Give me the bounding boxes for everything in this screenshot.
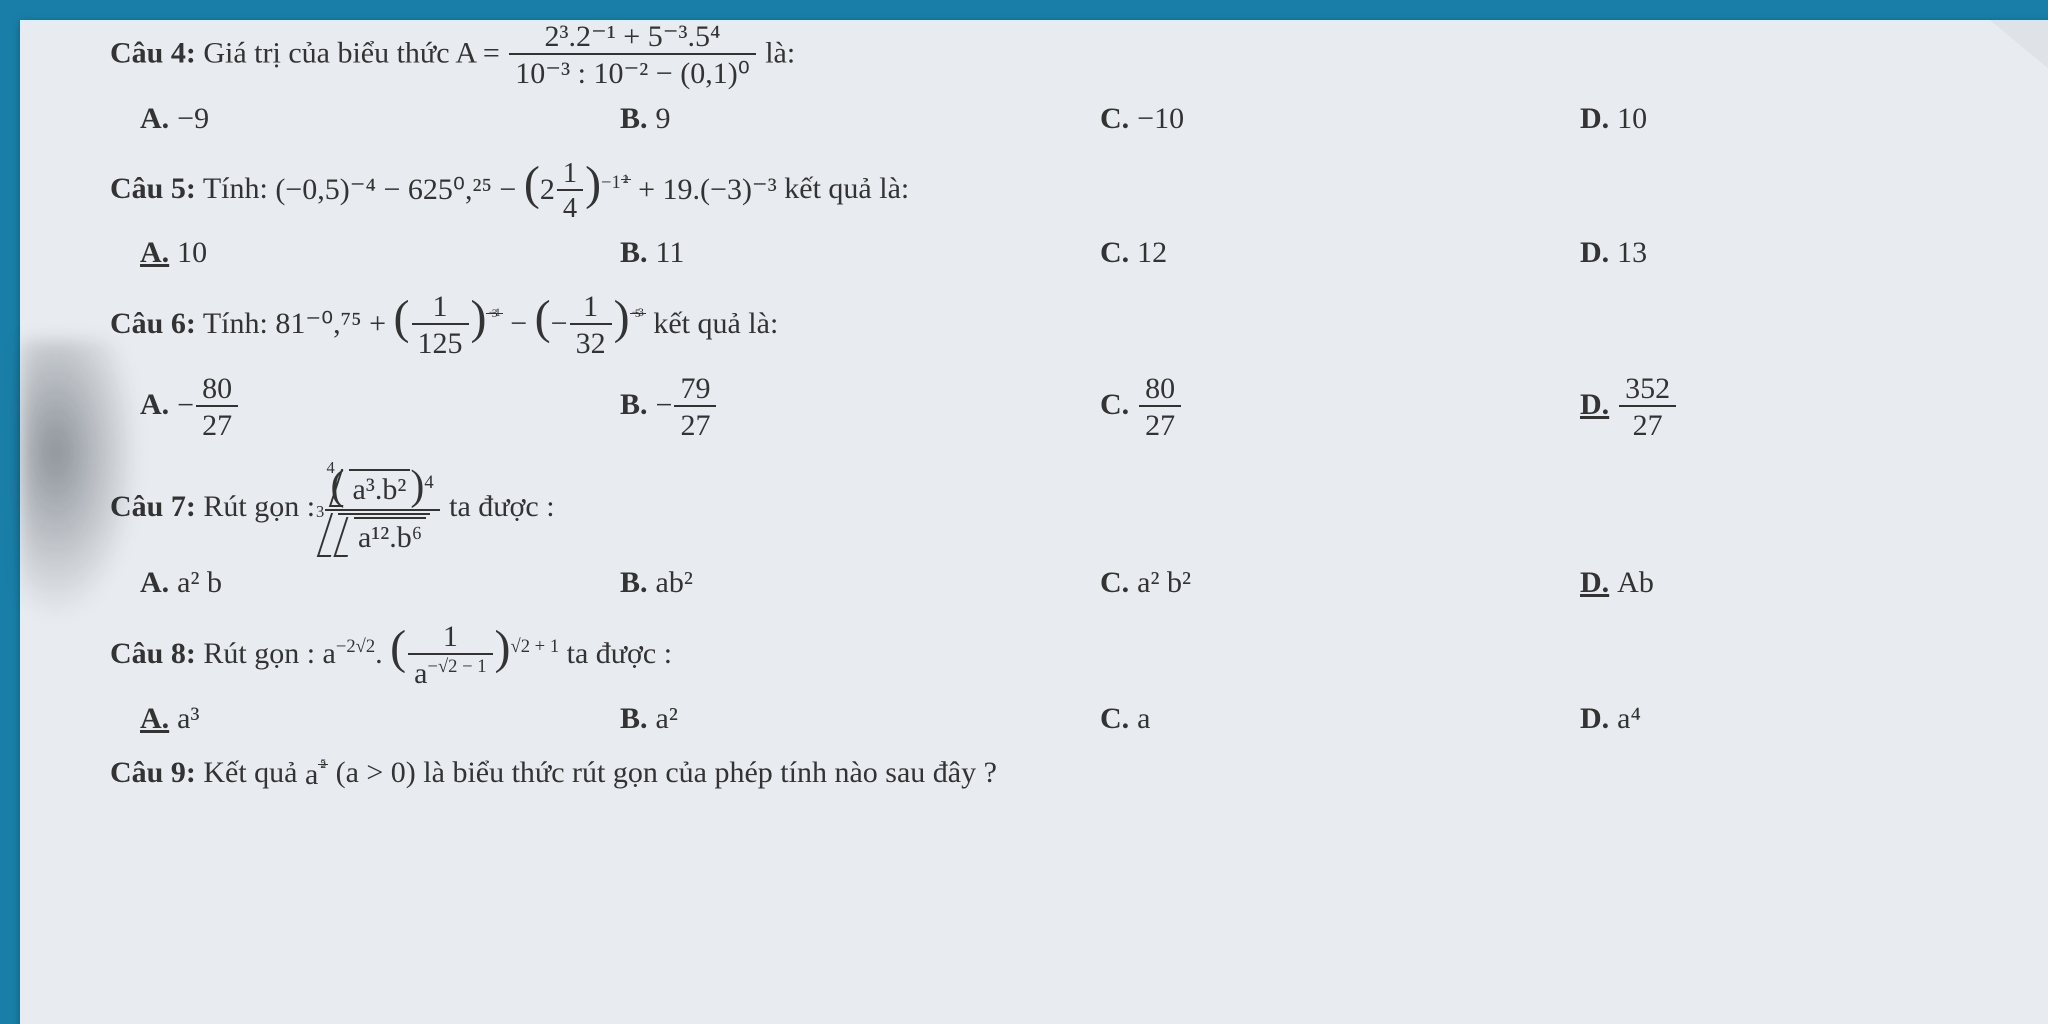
question-8: Câu 8: Rút gọn : a−2√2. ( 1 a−√2 − 1 )√2… — [110, 620, 2048, 736]
q8-ans-b: B.a² — [620, 702, 780, 736]
q5-expr: (−0,5)⁻⁴ − 625⁰,²⁵ − (2 1 4 )−112 + 19.(… — [275, 156, 776, 226]
q4-ans-c: C.−10 — [1100, 102, 1260, 136]
q7-expr: (4a³.b²)4 3a¹².b⁶ — [323, 463, 442, 556]
q7-ans-d: D.Ab — [1580, 566, 1740, 600]
q9-prompt: Câu 9: Kết quả a52 (a > 0) là biểu thức … — [110, 756, 2048, 792]
exam-page: Câu 4: Giá trị của biểu thức A = 2³.2⁻¹ … — [20, 20, 2048, 1024]
q8-stem-tail: ta được : — [567, 637, 672, 670]
q6-prompt: Câu 6: Tính: 81⁻⁰,⁷⁵ + ( 1 125 )−13 − (−… — [110, 290, 2048, 362]
q5-ans-d: D.13 — [1580, 236, 1740, 270]
q4-ans-d: D.10 — [1580, 102, 1740, 136]
q5-ans-c: C.12 — [1100, 236, 1260, 270]
q4-prompt: Câu 4: Giá trị của biểu thức A = 2³.2⁻¹ … — [110, 20, 2048, 92]
q4-numerator: 2³.2⁻¹ + 5⁻³.5⁴ — [509, 20, 755, 55]
q7-stem-head: Rút gọn : — [203, 490, 315, 523]
q8-prompt: Câu 8: Rút gọn : a−2√2. ( 1 a−√2 − 1 )√2… — [110, 620, 2048, 692]
q4-ans-a: A.−9 — [140, 102, 300, 136]
q9-stem-head: Kết quả — [203, 756, 297, 789]
question-4: Câu 4: Giá trị của biểu thức A = 2³.2⁻¹ … — [110, 20, 2048, 136]
q9-stem-tail: là biểu thức rút gọn của phép tính nào s… — [423, 756, 997, 789]
q8-ans-d: D.a⁴ — [1580, 702, 1740, 736]
q7-ans-c: C.a² b² — [1100, 566, 1260, 600]
q8-ans-c: C.a — [1100, 702, 1260, 736]
q7-ans-b: B.ab² — [620, 566, 780, 600]
q7-prompt: Câu 7: Rút gọn : (4a³.b²)4 3a¹².b⁶ ta đư… — [110, 463, 2048, 556]
q7-answers: A.a² b B.ab² C.a² b² D.Ab — [140, 566, 2048, 600]
q7-label: Câu 7: — [110, 490, 196, 523]
q5-stem-head: Tính: — [203, 171, 268, 204]
q7-ans-a: A.a² b — [140, 566, 300, 600]
q6-ans-d: D.35227 — [1580, 372, 1740, 444]
q8-ans-a: A.a³ — [140, 702, 300, 736]
q4-label: Câu 4: — [110, 37, 196, 70]
q6-ans-c: C.8027 — [1100, 372, 1260, 444]
q6-answers: A.−8027 B.−7927 C.8027 D.35227 — [140, 372, 2048, 444]
q6-ans-b: B.−7927 — [620, 372, 780, 444]
q8-stem-head: Rút gọn : — [203, 637, 315, 670]
q8-label: Câu 8: — [110, 637, 196, 670]
q8-answers: A.a³ B.a² C.a D.a⁴ — [140, 702, 2048, 736]
q7-stem-tail: ta được : — [449, 490, 554, 523]
q5-stem-tail: kết quả là: — [784, 171, 909, 204]
q4-stem-head: Giá trị của biểu thức A = — [203, 37, 499, 70]
q4-stem-tail: là: — [765, 37, 795, 70]
question-9: Câu 9: Kết quả a52 (a > 0) là biểu thức … — [110, 756, 2048, 792]
q6-label: Câu 6: — [110, 306, 196, 339]
q5-prompt: Câu 5: Tính: (−0,5)⁻⁴ − 625⁰,²⁵ − (2 1 4… — [110, 156, 2048, 226]
q6-stem-head: Tính: — [203, 306, 268, 339]
q8-expr: a−2√2. ( 1 a−√2 − 1 )√2 + 1 — [323, 620, 560, 692]
q5-ans-a: A.10 — [140, 236, 300, 270]
q4-answers: A.−9 B.9 C.−10 D.10 — [140, 102, 2048, 136]
q6-ans-a: A.−8027 — [140, 372, 300, 444]
q4-ans-b: B.9 — [620, 102, 780, 136]
question-7: Câu 7: Rút gọn : (4a³.b²)4 3a¹².b⁶ ta đư… — [110, 463, 2048, 600]
question-5: Câu 5: Tính: (−0,5)⁻⁴ − 625⁰,²⁵ − (2 1 4… — [110, 156, 2048, 270]
q5-ans-b: B.11 — [620, 236, 780, 270]
question-6: Câu 6: Tính: 81⁻⁰,⁷⁵ + ( 1 125 )−13 − (−… — [110, 290, 2048, 443]
q4-fraction: 2³.2⁻¹ + 5⁻³.5⁴ 10⁻³ : 10⁻² − (0,1)⁰ — [509, 20, 755, 92]
q5-label: Câu 5: — [110, 171, 196, 204]
q5-answers: A.10 B.11 C.12 D.13 — [140, 236, 2048, 270]
q4-denominator: 10⁻³ : 10⁻² − (0,1)⁰ — [509, 55, 755, 92]
q6-expr: 81⁻⁰,⁷⁵ + ( 1 125 )−13 − (− 1 32 )−35 — [275, 290, 646, 362]
q6-stem-tail: kết quả là: — [653, 306, 778, 339]
q9-label: Câu 9: — [110, 756, 196, 789]
